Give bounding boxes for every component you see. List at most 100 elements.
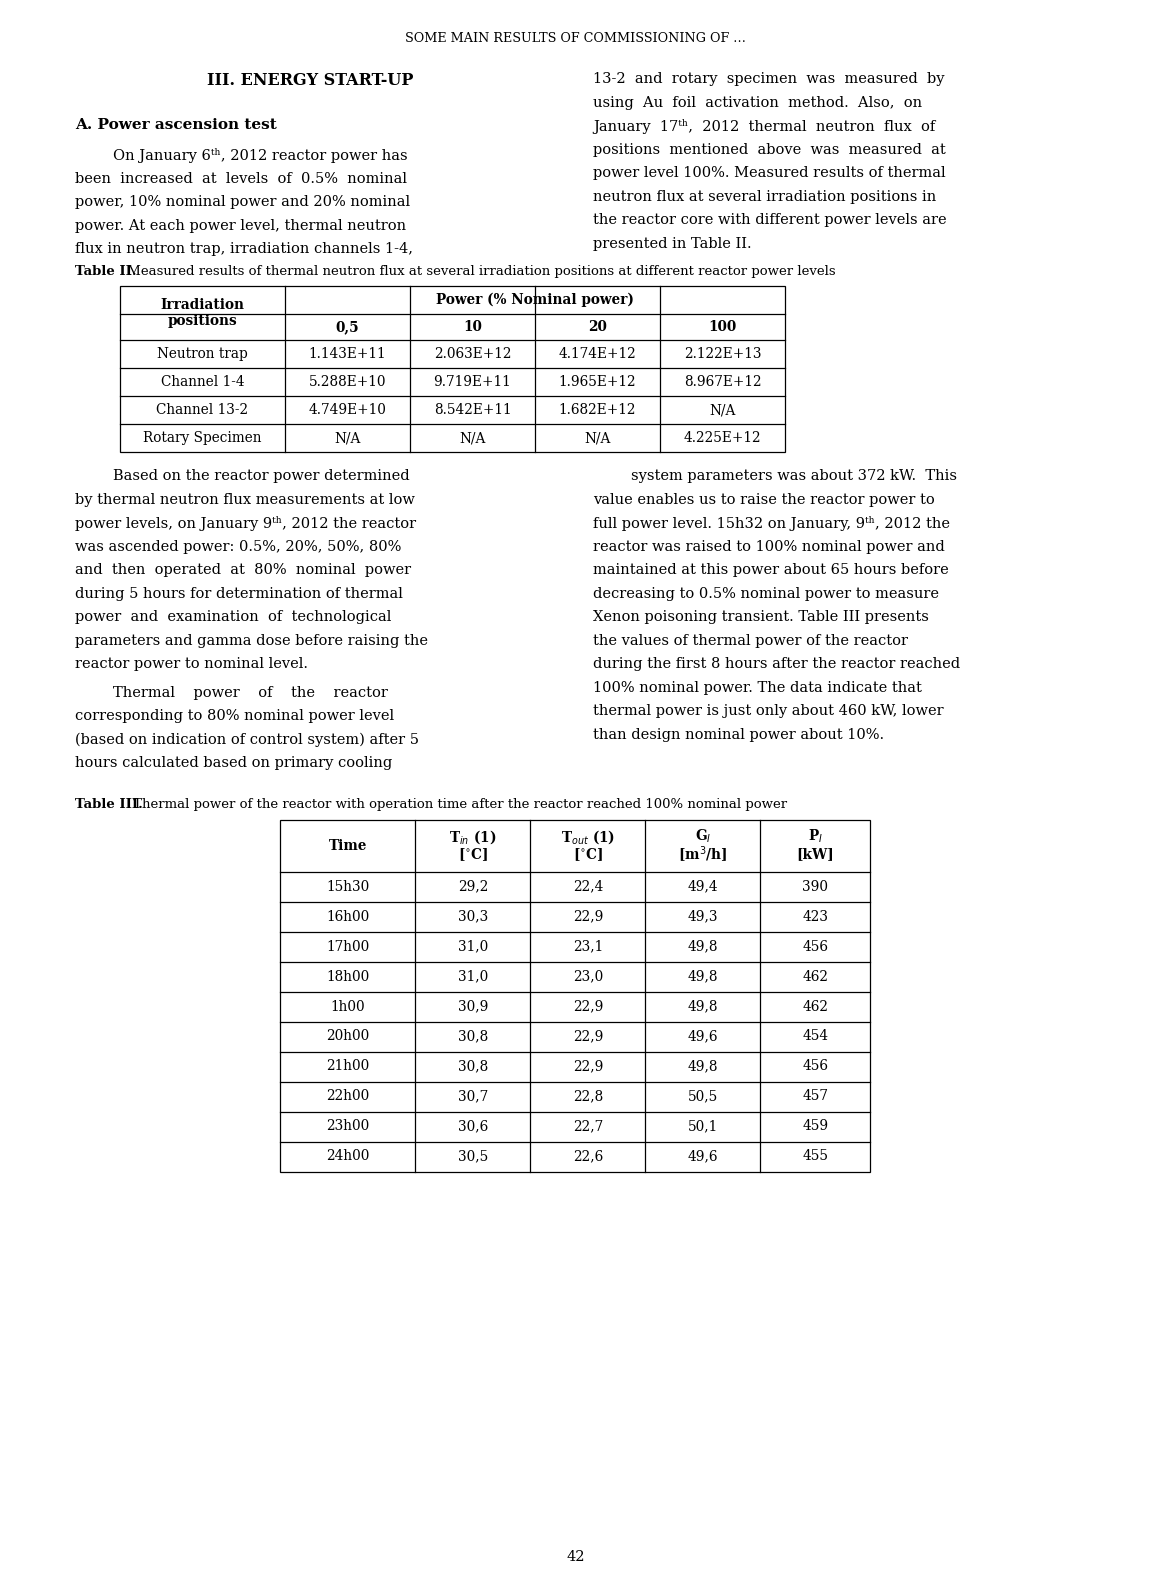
Text: reactor was raised to 100% nominal power and: reactor was raised to 100% nominal power…	[593, 539, 945, 553]
Text: 5.288E+10: 5.288E+10	[308, 375, 387, 389]
Text: power level 100%. Measured results of thermal: power level 100%. Measured results of th…	[593, 166, 946, 180]
Text: 1.682E+12: 1.682E+12	[558, 403, 637, 418]
Text: 455: 455	[802, 1149, 829, 1164]
Text: 49,4: 49,4	[687, 880, 718, 894]
Text: Neutron trap: Neutron trap	[158, 347, 247, 360]
Text: [m$^{3}$/h]: [m$^{3}$/h]	[678, 845, 727, 864]
Text: III. ENERGY START-UP: III. ENERGY START-UP	[207, 72, 413, 89]
Text: the reactor core with different power levels are: the reactor core with different power le…	[593, 214, 946, 226]
Text: N/A: N/A	[585, 430, 611, 445]
Text: positions  mentioned  above  was  measured  at: positions mentioned above was measured a…	[593, 142, 946, 156]
Text: Channel 13-2: Channel 13-2	[157, 403, 249, 418]
Text: 17h00: 17h00	[327, 939, 369, 953]
Text: 4.174E+12: 4.174E+12	[558, 347, 637, 360]
Text: SOME MAIN RESULTS OF COMMISSIONING OF …: SOME MAIN RESULTS OF COMMISSIONING OF …	[405, 32, 746, 45]
Text: (based on indication of control system) after 5: (based on indication of control system) …	[75, 733, 419, 748]
Text: reactor power to nominal level.: reactor power to nominal level.	[75, 657, 308, 671]
Text: positions: positions	[168, 314, 237, 328]
Text: 31,0: 31,0	[458, 939, 488, 953]
Text: 456: 456	[802, 1060, 829, 1073]
Text: 4.749E+10: 4.749E+10	[308, 403, 387, 418]
Text: 15h30: 15h30	[327, 880, 369, 894]
Text: 8.967E+12: 8.967E+12	[684, 375, 761, 389]
Text: Xenon poisoning transient. Table III presents: Xenon poisoning transient. Table III pre…	[593, 611, 929, 623]
Text: Table III.: Table III.	[75, 797, 143, 810]
Text: 459: 459	[802, 1119, 829, 1133]
Text: N/A: N/A	[709, 403, 735, 418]
Text: parameters and gamma dose before raising the: parameters and gamma dose before raising…	[75, 633, 428, 647]
Text: was ascended power: 0.5%, 20%, 50%, 80%: was ascended power: 0.5%, 20%, 50%, 80%	[75, 539, 402, 553]
Bar	[281, 819, 870, 1172]
Text: 22,9: 22,9	[573, 1060, 603, 1073]
Text: A. Power ascension test: A. Power ascension test	[75, 118, 276, 132]
Text: 2.063E+12: 2.063E+12	[434, 347, 511, 360]
Text: 49,8: 49,8	[688, 969, 718, 983]
Text: 4.225E+12: 4.225E+12	[684, 430, 761, 445]
Text: 30,8: 30,8	[458, 1060, 488, 1073]
Text: 457: 457	[802, 1090, 829, 1103]
Text: 22,9: 22,9	[573, 1030, 603, 1044]
Text: neutron flux at several irradiation positions in: neutron flux at several irradiation posi…	[593, 190, 936, 204]
Text: 24h00: 24h00	[327, 1149, 369, 1164]
Text: 30,8: 30,8	[458, 1030, 488, 1044]
Text: full power level. 15h32 on January, 9ᵗʰ, 2012 the: full power level. 15h32 on January, 9ᵗʰ,…	[593, 516, 950, 531]
Text: 49,8: 49,8	[688, 1060, 718, 1073]
Text: by thermal neutron flux measurements at low: by thermal neutron flux measurements at …	[75, 493, 414, 507]
Text: hours calculated based on primary cooling: hours calculated based on primary coolin…	[75, 756, 392, 770]
Text: N/A: N/A	[459, 430, 486, 445]
Text: 22,6: 22,6	[573, 1149, 603, 1164]
Text: 456: 456	[802, 939, 829, 953]
Text: than design nominal power about 10%.: than design nominal power about 10%.	[593, 727, 884, 741]
Text: power, 10% nominal power and 20% nominal: power, 10% nominal power and 20% nominal	[75, 194, 410, 209]
Text: Time: Time	[329, 838, 367, 853]
Bar	[120, 285, 785, 453]
Text: 42: 42	[566, 1549, 585, 1564]
Text: 462: 462	[802, 999, 829, 1014]
Text: presented in Table II.: presented in Table II.	[593, 236, 752, 250]
Text: 49,6: 49,6	[688, 1030, 718, 1044]
Text: 50,1: 50,1	[688, 1119, 718, 1133]
Text: 22h00: 22h00	[327, 1090, 369, 1103]
Text: Table II.: Table II.	[75, 265, 137, 277]
Text: the values of thermal power of the reactor: the values of thermal power of the react…	[593, 633, 908, 647]
Text: 30,3: 30,3	[458, 910, 488, 923]
Text: 2.122E+13: 2.122E+13	[684, 347, 761, 360]
Text: 462: 462	[802, 969, 829, 983]
Text: using  Au  foil  activation  method.  Also,  on: using Au foil activation method. Also, o…	[593, 96, 922, 110]
Text: 20h00: 20h00	[327, 1030, 369, 1044]
Text: 16h00: 16h00	[327, 910, 369, 923]
Text: power. At each power level, thermal neutron: power. At each power level, thermal neut…	[75, 218, 406, 233]
Text: 49,8: 49,8	[688, 939, 718, 953]
Text: power levels, on January 9ᵗʰ, 2012 the reactor: power levels, on January 9ᵗʰ, 2012 the r…	[75, 516, 417, 531]
Text: 20: 20	[588, 320, 607, 335]
Text: Power (% Nominal power): Power (% Nominal power)	[436, 293, 634, 308]
Text: during 5 hours for determination of thermal: during 5 hours for determination of ther…	[75, 587, 403, 601]
Text: and  then  operated  at  80%  nominal  power: and then operated at 80% nominal power	[75, 563, 411, 577]
Text: 100% nominal power. The data indicate that: 100% nominal power. The data indicate th…	[593, 681, 922, 695]
Text: during the first 8 hours after the reactor reached: during the first 8 hours after the react…	[593, 657, 960, 671]
Text: 22,9: 22,9	[573, 910, 603, 923]
Text: 0,5: 0,5	[336, 320, 359, 335]
Text: January  17ᵗʰ,  2012  thermal  neutron  flux  of: January 17ᵗʰ, 2012 thermal neutron flux …	[593, 120, 936, 134]
Text: 22,7: 22,7	[573, 1119, 603, 1133]
Text: N/A: N/A	[334, 430, 360, 445]
Text: Measured results of thermal neutron flux at several irradiation positions at dif: Measured results of thermal neutron flux…	[123, 265, 836, 277]
Text: 49,3: 49,3	[688, 910, 718, 923]
Text: [$^{\circ}$C]: [$^{\circ}$C]	[458, 846, 488, 862]
Text: 423: 423	[802, 910, 829, 923]
Text: Irradiation: Irradiation	[160, 298, 244, 312]
Text: 49,6: 49,6	[688, 1149, 718, 1164]
Text: maintained at this power about 65 hours before: maintained at this power about 65 hours …	[593, 563, 948, 577]
Text: 30,6: 30,6	[458, 1119, 488, 1133]
Text: 23,0: 23,0	[573, 969, 603, 983]
Text: 8.542E+11: 8.542E+11	[434, 403, 511, 418]
Text: 454: 454	[802, 1030, 829, 1044]
Text: 23h00: 23h00	[327, 1119, 369, 1133]
Text: flux in neutron trap, irradiation channels 1-4,: flux in neutron trap, irradiation channe…	[75, 242, 413, 257]
Text: Channel 1-4: Channel 1-4	[161, 375, 244, 389]
Text: 390: 390	[802, 880, 829, 894]
Text: P$_{I}$: P$_{I}$	[808, 827, 823, 845]
Text: been  increased  at  levels  of  0.5%  nominal: been increased at levels of 0.5% nominal	[75, 172, 407, 185]
Text: 100: 100	[708, 320, 737, 335]
Text: 22,4: 22,4	[573, 880, 603, 894]
